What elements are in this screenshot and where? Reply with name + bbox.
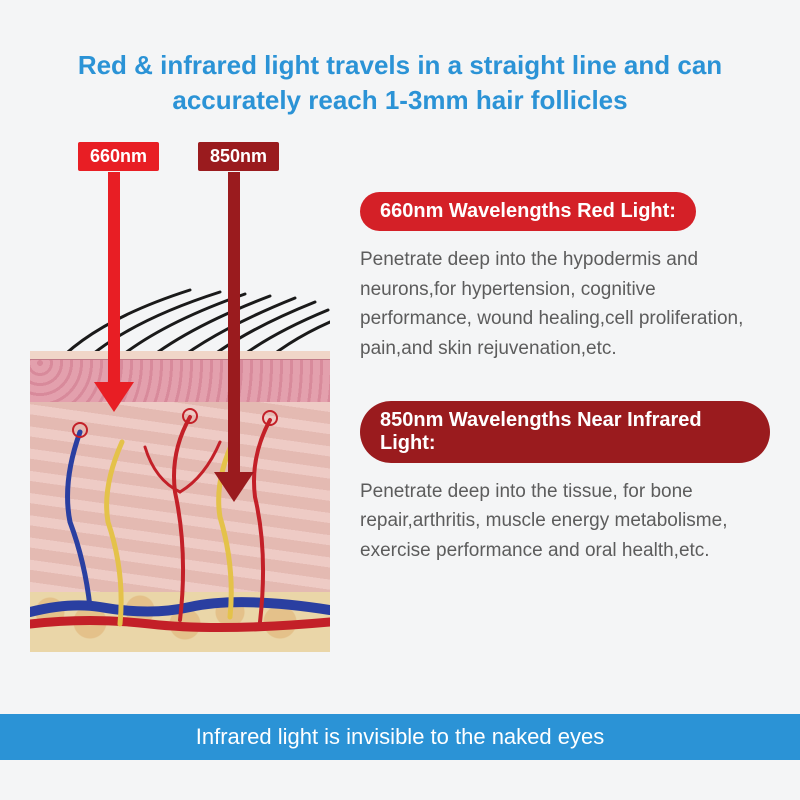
- desc-850nm: Penetrate deep into the tissue, for bone…: [360, 477, 770, 565]
- pill-850nm: 850nm Wavelengths Near Infrared Light:: [360, 401, 770, 463]
- headline: Red & infrared light travels in a straig…: [0, 0, 800, 118]
- hypodermis-layer: [30, 592, 330, 652]
- pill-660nm: 660nm Wavelengths Red Light:: [360, 192, 696, 231]
- arrow-label-850nm: 850nm: [198, 142, 279, 171]
- info-column: 660nm Wavelengths Red Light: Penetrate d…: [360, 142, 770, 652]
- arrow-label-660nm: 660nm: [78, 142, 159, 171]
- dermis-layer: [30, 402, 330, 592]
- footer-banner: Infrared light is invisible to the naked…: [0, 714, 800, 760]
- skin-diagram: 660nm 850nm: [30, 142, 330, 652]
- epidermis-layer: [30, 352, 330, 402]
- arrow-850nm-icon: [222, 172, 246, 502]
- desc-660nm: Penetrate deep into the hypodermis and n…: [360, 245, 770, 363]
- skin-cross-section: [30, 352, 330, 652]
- content-row: 660nm 850nm: [0, 118, 800, 652]
- arrow-660nm-icon: [102, 172, 126, 412]
